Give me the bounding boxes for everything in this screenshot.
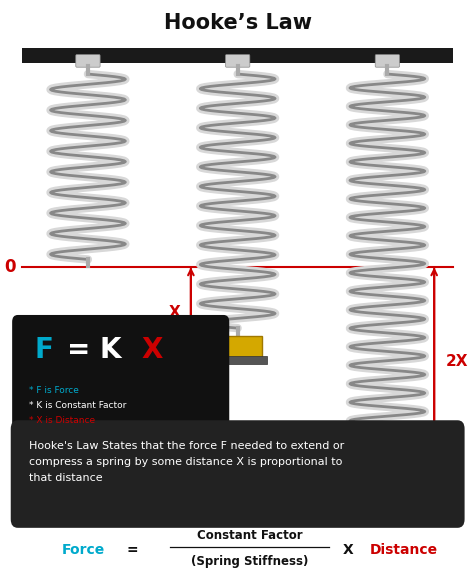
FancyBboxPatch shape	[375, 55, 400, 67]
Text: F: F	[174, 347, 184, 362]
Text: * X is Distance: * X is Distance	[29, 416, 96, 425]
FancyBboxPatch shape	[363, 456, 412, 477]
FancyBboxPatch shape	[76, 55, 100, 67]
FancyBboxPatch shape	[226, 55, 250, 67]
Text: (Spring Stiffness): (Spring Stiffness)	[191, 554, 308, 568]
Text: Distance: Distance	[370, 543, 438, 557]
Text: Constant Factor: Constant Factor	[197, 530, 302, 542]
Text: F: F	[34, 336, 53, 364]
FancyBboxPatch shape	[358, 476, 417, 484]
Text: Hooke’s Law: Hooke’s Law	[164, 13, 312, 33]
Text: 0: 0	[4, 259, 16, 277]
FancyBboxPatch shape	[12, 315, 229, 429]
Text: X: X	[342, 543, 353, 557]
Text: 2X: 2X	[446, 354, 468, 369]
Text: = K: = K	[67, 336, 122, 364]
Text: Force: Force	[61, 543, 105, 557]
FancyBboxPatch shape	[22, 48, 453, 63]
Text: Hooke's Law States that the force F needed to extend or
compress a spring by som: Hooke's Law States that the force F need…	[29, 442, 345, 484]
Text: 2F: 2F	[361, 444, 383, 459]
Text: X: X	[169, 305, 180, 320]
FancyBboxPatch shape	[11, 420, 464, 528]
Text: =: =	[127, 543, 138, 557]
FancyBboxPatch shape	[363, 434, 412, 455]
Text: X: X	[142, 336, 163, 364]
FancyBboxPatch shape	[213, 336, 262, 357]
Text: * K is Constant Factor: * K is Constant Factor	[29, 401, 127, 410]
FancyBboxPatch shape	[209, 356, 267, 364]
Text: * F is Force: * F is Force	[29, 386, 79, 395]
